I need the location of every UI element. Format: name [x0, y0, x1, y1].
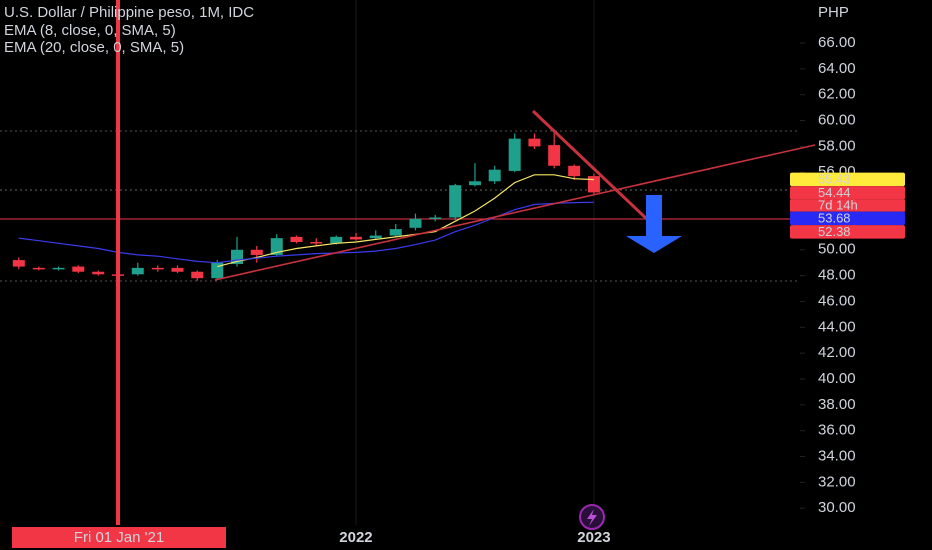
indicator-label: EMA (8, close, 0, SMA, 5): [4, 22, 176, 39]
trend-line: [531, 109, 652, 224]
candle-body: [250, 249, 263, 255]
price-label: 52.38: [818, 224, 851, 239]
grid: [355, 0, 595, 525]
candle-body: [290, 236, 303, 243]
candle-body: [330, 236, 343, 244]
y-tick-label: 64.00: [818, 60, 856, 77]
candle-body: [548, 145, 561, 166]
y-tick-label: 62.00: [818, 86, 856, 103]
price-label-box: [790, 211, 905, 226]
price-label-box: [790, 186, 905, 200]
y-tick-label: 34.00: [818, 447, 856, 464]
candle-body: [310, 242, 323, 244]
candle-body: [270, 238, 283, 255]
candle-body: [92, 271, 105, 275]
y-tick-label: 32.00: [818, 473, 856, 490]
candle-body: [568, 165, 581, 177]
candle-body: [508, 138, 521, 171]
arrow-down: [626, 195, 682, 253]
indicator-label: EMA (20, close, 0, SMA, 5): [4, 39, 184, 56]
trend-line: [214, 144, 816, 281]
candle-body: [12, 260, 25, 267]
y-tick-label: 50.00: [818, 241, 856, 258]
x-tick-label: 2022: [339, 529, 372, 546]
currency-label: PHP: [818, 4, 849, 21]
price-label: 55.43: [818, 172, 851, 187]
candle-body: [171, 267, 184, 272]
candle-body: [389, 229, 402, 236]
countdown-box: [790, 199, 905, 212]
candle-body: [72, 266, 85, 272]
candle-body: [52, 267, 65, 270]
crosshair-label: Fri 01 Jan '21: [74, 529, 164, 546]
y-tick-label: 42.00: [818, 344, 856, 361]
axes: 30.00 32.00 34.00 36.00 38.00 40.00 42.00 44.00…: [12, 34, 905, 548]
y-tick-label: 48.00: [818, 267, 856, 284]
candle-body: [468, 181, 481, 186]
y-tick-label: 40.00: [818, 370, 856, 387]
y-tick-label: 58.00: [818, 137, 856, 154]
candle-body: [32, 267, 45, 270]
candle-body: [449, 185, 462, 218]
countdown-label: 7d 14h: [818, 198, 858, 213]
x-tick-label: 2023: [577, 529, 610, 546]
candle-body: [211, 262, 224, 279]
candle-body: [429, 217, 442, 219]
ema-line: [217, 174, 594, 268]
price-label: 53.68: [818, 211, 851, 226]
crosshair-box: [12, 527, 226, 548]
candle-body: [587, 176, 600, 193]
price-label-box: [790, 172, 905, 187]
candle-body: [488, 169, 501, 182]
y-tick-label: 38.00: [818, 396, 856, 413]
candle-body: [191, 271, 204, 279]
y-tick-label: 44.00: [818, 318, 856, 335]
price-label: 54.44: [818, 185, 851, 200]
lightning-glyph: [587, 509, 597, 526]
candle-body: [528, 138, 541, 147]
plot: [0, 0, 800, 525]
y-tick-label: 30.00: [818, 499, 856, 516]
price-label-box: [790, 225, 905, 239]
candle-body: [349, 236, 362, 240]
candle-body: [131, 267, 144, 275]
chart-title: U.S. Dollar / Philippine peso, 1M, IDC: [4, 4, 254, 21]
y-tick-label: 66.00: [818, 34, 856, 51]
y-tick-label: 46.00: [818, 292, 856, 309]
y-tick-label: 36.00: [818, 422, 856, 439]
candle-body: [369, 235, 382, 239]
y-tick-label: 60.00: [818, 112, 856, 129]
candle-body: [409, 218, 422, 228]
candle-body: [151, 267, 164, 270]
